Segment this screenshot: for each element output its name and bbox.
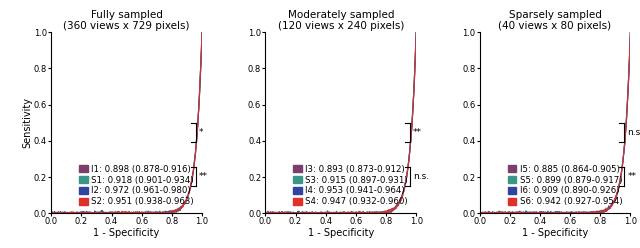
Text: *: * <box>199 128 204 137</box>
Text: **: ** <box>413 128 422 137</box>
Text: **: ** <box>199 172 208 181</box>
X-axis label: 1 - Specificity: 1 - Specificity <box>522 228 588 238</box>
Text: **: ** <box>627 172 636 181</box>
Y-axis label: Sensitivity: Sensitivity <box>22 97 33 148</box>
Text: n.s.: n.s. <box>627 128 640 137</box>
X-axis label: 1 - Specificity: 1 - Specificity <box>308 228 374 238</box>
X-axis label: 1 - Specificity: 1 - Specificity <box>93 228 160 238</box>
Title: Moderately sampled
(120 views x 240 pixels): Moderately sampled (120 views x 240 pixe… <box>278 10 404 31</box>
Legend: I3: 0.893 (0.873-0.912), S3: 0.915 (0.897-0.931), I4: 0.953 (0.941-0.964), S4: 0: I3: 0.893 (0.873-0.912), S3: 0.915 (0.89… <box>292 164 409 207</box>
Legend: I1: 0.898 (0.878-0.916), S1: 0.918 (0.901-0.934), I2: 0.972 (0.961-0.980), S2: 0: I1: 0.898 (0.878-0.916), S1: 0.918 (0.90… <box>78 164 195 207</box>
Legend: I5: 0.885 (0.864-0.905), S5: 0.899 (0.879-0.917), I6: 0.909 (0.890-0.926), S6: 0: I5: 0.885 (0.864-0.905), S5: 0.899 (0.87… <box>507 164 623 207</box>
Text: n.s.: n.s. <box>413 172 429 181</box>
Title: Fully sampled
(360 views x 729 pixels): Fully sampled (360 views x 729 pixels) <box>63 10 190 31</box>
Title: Sparsely sampled
(40 views x 80 pixels): Sparsely sampled (40 views x 80 pixels) <box>499 10 612 31</box>
